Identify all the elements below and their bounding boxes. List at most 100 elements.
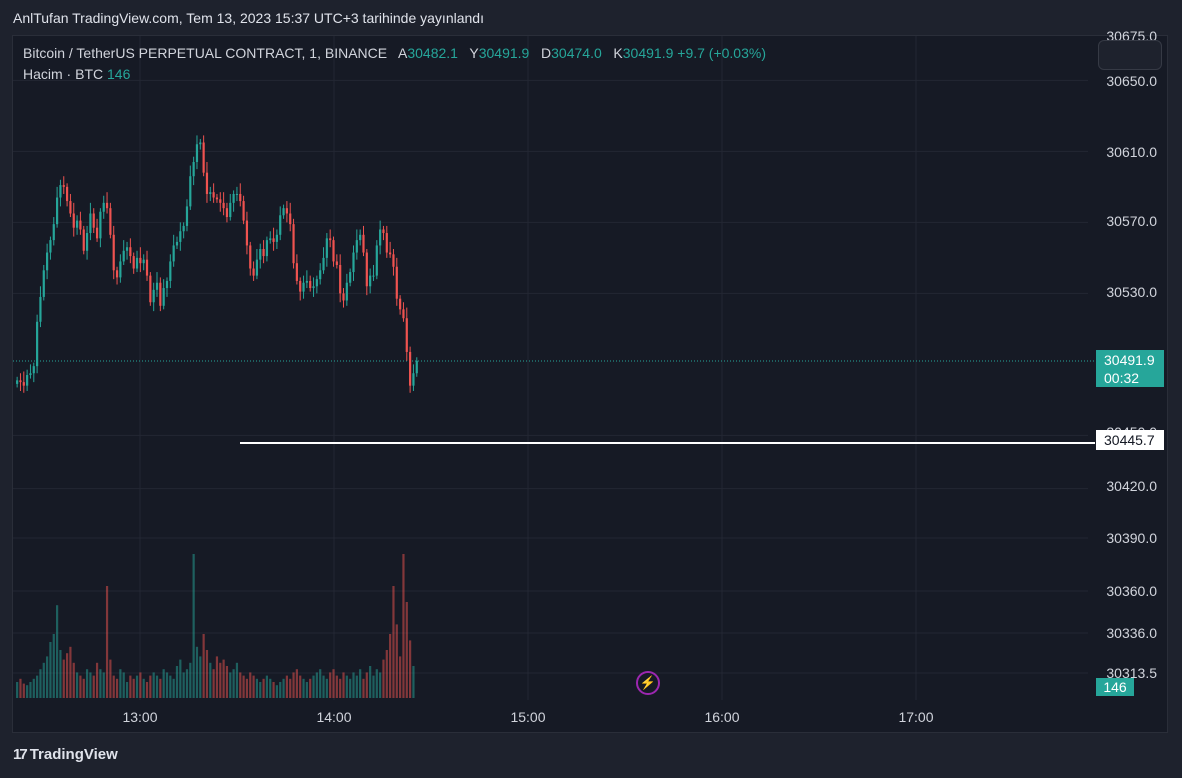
candle-body xyxy=(249,245,252,269)
volume-bar xyxy=(359,669,362,698)
volume-bar xyxy=(269,678,272,698)
volume-bar xyxy=(242,675,245,698)
candle-body xyxy=(339,264,342,294)
candle-body xyxy=(415,360,418,374)
volume-bar xyxy=(372,675,375,698)
volume-bar xyxy=(285,675,288,698)
symbol-name[interactable]: Bitcoin / TetherUS PERPETUAL CONTRACT, 1… xyxy=(23,45,388,61)
candle-body xyxy=(139,257,142,264)
candle-body xyxy=(309,280,312,289)
volume-bar xyxy=(189,662,192,698)
volume-bar xyxy=(26,685,29,698)
candle-body xyxy=(159,282,162,306)
volume-bar xyxy=(89,672,92,698)
candle-body xyxy=(222,202,225,209)
candle-body xyxy=(332,240,335,262)
candle-body xyxy=(402,309,405,319)
volume-bar xyxy=(102,672,105,698)
candle-body xyxy=(105,202,109,209)
candle-body xyxy=(22,382,25,386)
volume-bar xyxy=(112,675,115,698)
volume-bar xyxy=(125,682,129,698)
candle-body xyxy=(262,248,265,257)
price-axis-tick: 30610.0 xyxy=(1106,144,1157,160)
volume-badge: 146 xyxy=(1096,678,1134,696)
candle-body xyxy=(179,231,182,242)
candle-body xyxy=(405,318,408,352)
candle-body xyxy=(102,202,105,212)
volume-bar xyxy=(275,685,278,698)
candle-body xyxy=(285,208,288,214)
candle-body xyxy=(359,234,362,241)
candle-body xyxy=(132,256,135,269)
volume-bar xyxy=(252,675,255,698)
volume-bar xyxy=(255,678,259,698)
volume-label[interactable]: Hacim · BTC xyxy=(23,66,104,82)
volume-bar xyxy=(19,678,22,698)
volume-bar xyxy=(145,682,149,698)
candle-body xyxy=(92,213,95,228)
volume-bar xyxy=(119,669,122,698)
volume-bar xyxy=(169,675,172,698)
volume-bar xyxy=(159,678,162,698)
volume-bar xyxy=(332,669,335,698)
price-axis-tick: 30420.0 xyxy=(1106,478,1157,494)
volume-bar xyxy=(362,678,365,698)
volume-bar xyxy=(29,682,32,698)
candle-body xyxy=(109,208,112,235)
low-value: 30474.0 xyxy=(551,45,602,61)
volume-bar xyxy=(299,675,302,698)
candle-body xyxy=(409,351,412,386)
volume-axis-tick: 30313.5 xyxy=(1106,665,1157,681)
candle-body xyxy=(172,245,175,262)
volume-bar xyxy=(52,634,55,698)
candle-body xyxy=(365,252,368,287)
volume-bar xyxy=(65,653,69,698)
candle-body xyxy=(72,213,75,228)
volume-bar xyxy=(355,675,358,698)
candle-body xyxy=(392,254,395,267)
lightning-icon[interactable]: ⚡ xyxy=(636,671,660,695)
volume-bar xyxy=(32,678,35,698)
volume-bar xyxy=(222,659,225,698)
candle-body xyxy=(135,257,139,269)
volume-bar xyxy=(282,678,285,698)
price-scale-settings-button[interactable] xyxy=(1098,40,1162,70)
volume-bar xyxy=(309,678,312,698)
volume-bar xyxy=(199,656,202,698)
candle-body xyxy=(162,288,165,306)
candle-body xyxy=(69,201,72,214)
open-label: A xyxy=(398,45,408,61)
volume-bar xyxy=(349,678,352,698)
candle-body xyxy=(189,176,192,207)
open-value: 30482.1 xyxy=(407,45,458,61)
volume-bar xyxy=(335,675,338,698)
volume-bar xyxy=(392,586,395,698)
volume-bar xyxy=(99,669,102,698)
candle-body xyxy=(259,248,262,260)
volume-bar xyxy=(22,683,25,698)
volume-bar xyxy=(292,672,295,698)
volume-bar xyxy=(312,675,315,698)
candle-body xyxy=(115,270,119,278)
volume-bar xyxy=(55,605,59,698)
candle-body xyxy=(36,321,39,367)
candle-body xyxy=(199,142,202,145)
candle-body xyxy=(185,206,189,226)
volume-bar xyxy=(239,672,242,698)
horizontal-level-badge[interactable]: 30445.7 xyxy=(1096,430,1164,450)
volume-bar xyxy=(235,662,239,698)
candle-body xyxy=(305,280,308,283)
volume-bar xyxy=(49,642,52,698)
volume-bar xyxy=(95,662,99,698)
candle-body xyxy=(235,193,239,195)
candle-body xyxy=(239,193,242,202)
volume-bar xyxy=(329,672,332,698)
volume-bar xyxy=(245,678,249,698)
candle-body xyxy=(46,252,49,271)
volume-bar xyxy=(209,662,212,698)
candle-body xyxy=(269,238,272,241)
candle-body xyxy=(182,225,185,232)
candle-body xyxy=(299,280,302,292)
